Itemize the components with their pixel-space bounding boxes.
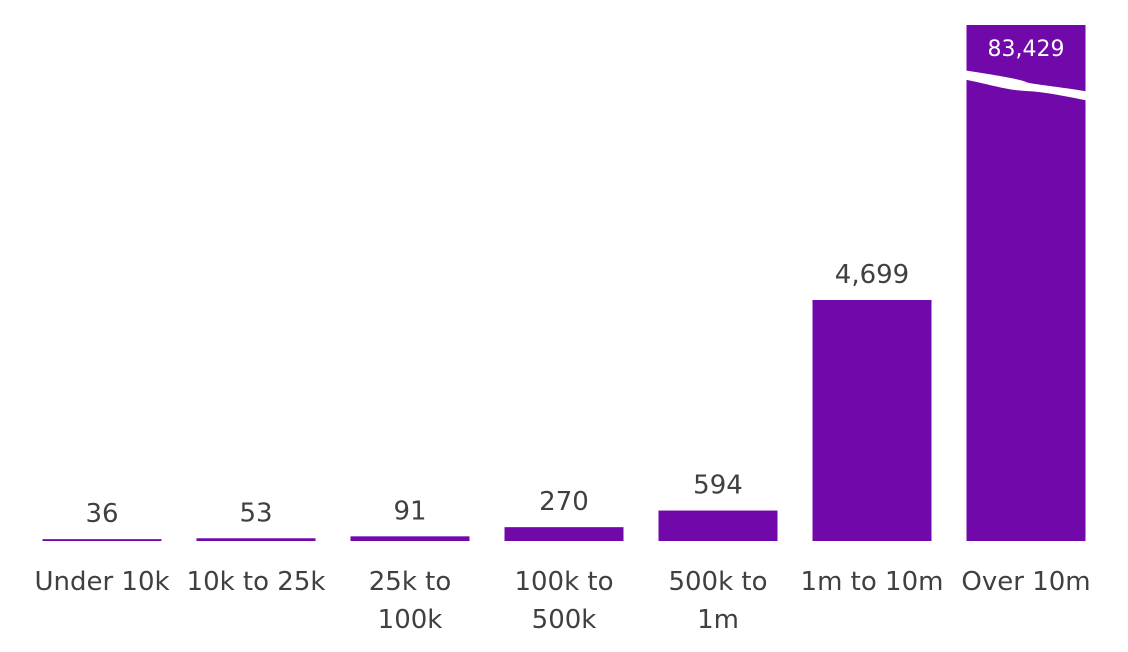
category-label-6: Over 10m	[961, 567, 1090, 597]
category-label-4-line-0: 500k to	[668, 567, 767, 597]
category-label-2-line-1: 100k	[378, 605, 443, 635]
category-label-4-line-1: 1m	[697, 605, 739, 635]
bars-group	[42, 25, 1086, 541]
data-label-2: 91	[393, 496, 426, 526]
data-label-0: 36	[85, 499, 118, 529]
data-label-1: 53	[239, 498, 272, 528]
bar-2	[350, 536, 470, 541]
data-label-4: 594	[693, 471, 743, 501]
axis-break-group	[962, 70, 1090, 101]
category-label-1: 10k to 25k	[187, 567, 326, 597]
data-label-3: 270	[539, 487, 589, 517]
category-label-5: 1m to 10m	[801, 567, 944, 597]
category-label-2-line-0: 25k to	[369, 567, 452, 597]
category-labels-group: Under 10k 10k to 25k 25k to 100k 100k to 500k…	[34, 567, 1090, 635]
category-label-3-line-0: 100k to	[514, 567, 613, 597]
bar-5	[812, 300, 932, 541]
bar-6	[966, 25, 1086, 541]
bar-3	[504, 527, 624, 541]
bar-4	[658, 510, 778, 541]
category-label-0: Under 10k	[34, 567, 169, 597]
axis-break-mark	[962, 70, 1090, 101]
data-label-5: 4,699	[835, 260, 909, 290]
bar-1	[196, 538, 316, 541]
bar-0	[42, 539, 162, 541]
value-labels-group: 36 53 91 270 594 4,699 83,429	[85, 37, 1064, 529]
category-label-3-line-1: 500k	[532, 605, 597, 635]
data-label-6: 83,429	[988, 37, 1065, 62]
